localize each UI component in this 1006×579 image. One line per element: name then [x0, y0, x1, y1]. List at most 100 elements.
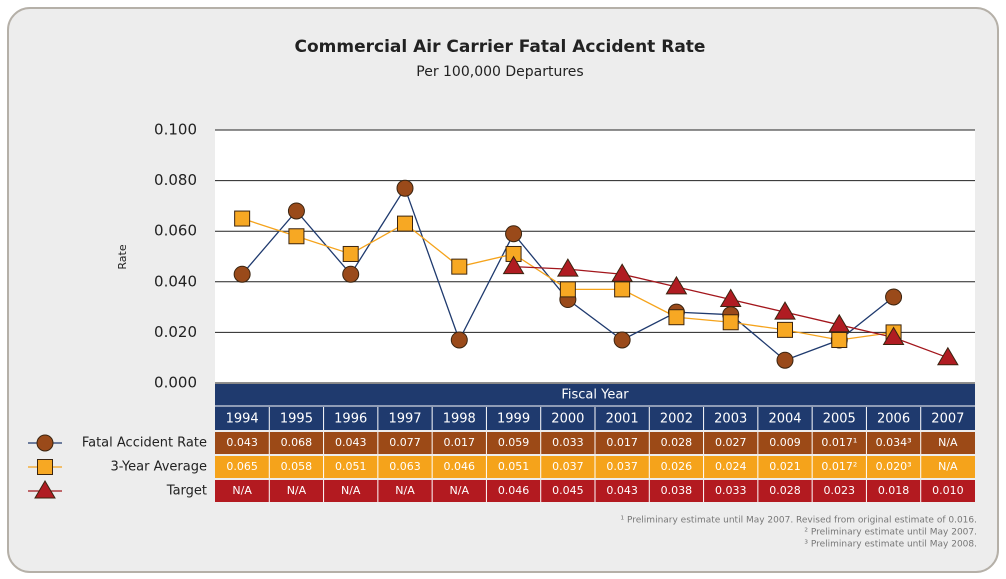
legend-marker — [36, 434, 54, 452]
table-cell: 0.043 — [226, 436, 258, 449]
y-tick-label: 0.000 — [154, 374, 197, 392]
x-tick-label: 2005 — [823, 412, 856, 427]
legend-label: Target — [166, 484, 207, 499]
table-cell: N/A — [450, 484, 470, 497]
table-cell: 0.068 — [281, 436, 313, 449]
point — [936, 346, 959, 366]
x-tick-label: 1998 — [443, 412, 476, 427]
y-tick-label: 0.020 — [154, 323, 197, 341]
x-tick-label: 1996 — [334, 412, 367, 427]
point — [777, 321, 793, 338]
table-cell: 0.017¹ — [821, 436, 857, 449]
point — [885, 288, 903, 306]
chart-subtitle: Per 100,000 Departures — [416, 64, 583, 80]
table-cell: 0.009 — [769, 436, 801, 449]
y-tick-label: 0.080 — [154, 171, 197, 189]
point — [614, 281, 631, 298]
y-tick-label: 0.040 — [154, 272, 197, 290]
table-cell: 0.028 — [769, 484, 801, 497]
point — [776, 351, 794, 369]
point — [234, 210, 251, 227]
x-tick-label: 1997 — [388, 412, 421, 427]
x-tick-label: 1994 — [226, 412, 259, 427]
legend-marker — [34, 480, 56, 499]
x-tick-label: 2000 — [551, 412, 584, 427]
table-cell: 0.024 — [715, 460, 747, 473]
x-tick-label: 2007 — [931, 412, 964, 427]
point — [611, 263, 634, 282]
table-cell: 0.017 — [606, 436, 638, 449]
table-cell: 0.026 — [661, 460, 693, 473]
table-cell: N/A — [341, 484, 361, 497]
point — [502, 255, 525, 275]
point — [722, 314, 739, 331]
point — [831, 331, 848, 348]
table-cell: 0.037 — [606, 460, 638, 473]
x-tick-label: 1999 — [497, 412, 530, 427]
x-tick-label: 2001 — [606, 412, 639, 427]
point — [505, 225, 523, 243]
table-cell: 0.051 — [335, 460, 367, 473]
point — [288, 228, 305, 245]
footnote: ³ Preliminary estimate until May 2008. — [804, 540, 977, 550]
point — [556, 258, 579, 277]
point — [668, 309, 685, 326]
table-cell: 0.038 — [661, 484, 693, 497]
point — [559, 281, 576, 298]
table-cell: 0.037 — [552, 460, 584, 473]
x-tick-label: 2003 — [714, 412, 747, 427]
table-cell: 0.046 — [444, 460, 476, 473]
chart-title: Commercial Air Carrier Fatal Accident Ra… — [295, 37, 706, 57]
x-tick-label: 2006 — [877, 412, 910, 427]
table-cell: 0.020³ — [876, 460, 912, 473]
x-tick-label: 1995 — [280, 412, 313, 427]
table-cell: 0.043 — [606, 484, 638, 497]
table-cell: N/A — [938, 460, 958, 473]
table-cell: 0.023 — [824, 484, 856, 497]
table-cell: N/A — [395, 484, 415, 497]
legend-label: Fatal Accident Rate — [82, 436, 207, 451]
plot-area — [215, 130, 975, 383]
table-cell: 0.028 — [661, 436, 693, 449]
point — [342, 245, 359, 262]
point — [719, 288, 742, 308]
table-cell: 0.027 — [715, 436, 747, 449]
table-cell: N/A — [287, 484, 307, 497]
legend-label: 3-Year Average — [111, 460, 207, 475]
table-cell: 0.065 — [226, 460, 258, 473]
point — [828, 313, 851, 333]
table-cell: 0.017² — [821, 460, 857, 473]
point — [774, 301, 796, 320]
legend-marker — [37, 459, 53, 475]
table-cell: 0.051 — [498, 460, 530, 473]
table-cell: 0.033 — [715, 484, 747, 497]
table-cell: 0.018 — [878, 484, 910, 497]
table-cell: 0.021 — [769, 460, 801, 473]
x-axis-label: Fiscal Year — [561, 388, 629, 403]
y-axis-label: Rate — [116, 244, 129, 269]
table-cell: 0.010 — [932, 484, 964, 497]
table-cell: N/A — [938, 436, 958, 449]
point — [287, 202, 305, 220]
table-cell: 0.017 — [444, 436, 476, 449]
point — [342, 265, 360, 283]
point — [451, 258, 468, 275]
point — [613, 331, 631, 349]
table-cell: 0.058 — [281, 460, 313, 473]
x-tick-label: 2002 — [660, 412, 693, 427]
footnote: ² Preliminary estimate until May 2007. — [804, 528, 977, 538]
point — [450, 331, 468, 349]
table-cell: 0.046 — [498, 484, 530, 497]
table-cell: N/A — [232, 484, 252, 497]
y-tick-label: 0.060 — [154, 222, 197, 240]
footnote: ¹ Preliminary estimate until May 2007. R… — [621, 516, 977, 526]
y-tick-label: 0.100 — [154, 121, 197, 139]
table-cell: 0.045 — [552, 484, 584, 497]
point — [396, 179, 414, 197]
table-cell: 0.059 — [498, 436, 530, 449]
table-cell: 0.043 — [335, 436, 367, 449]
table-cell: 0.034³ — [876, 436, 912, 449]
table-cell: 0.063 — [389, 460, 421, 473]
point — [665, 275, 688, 295]
